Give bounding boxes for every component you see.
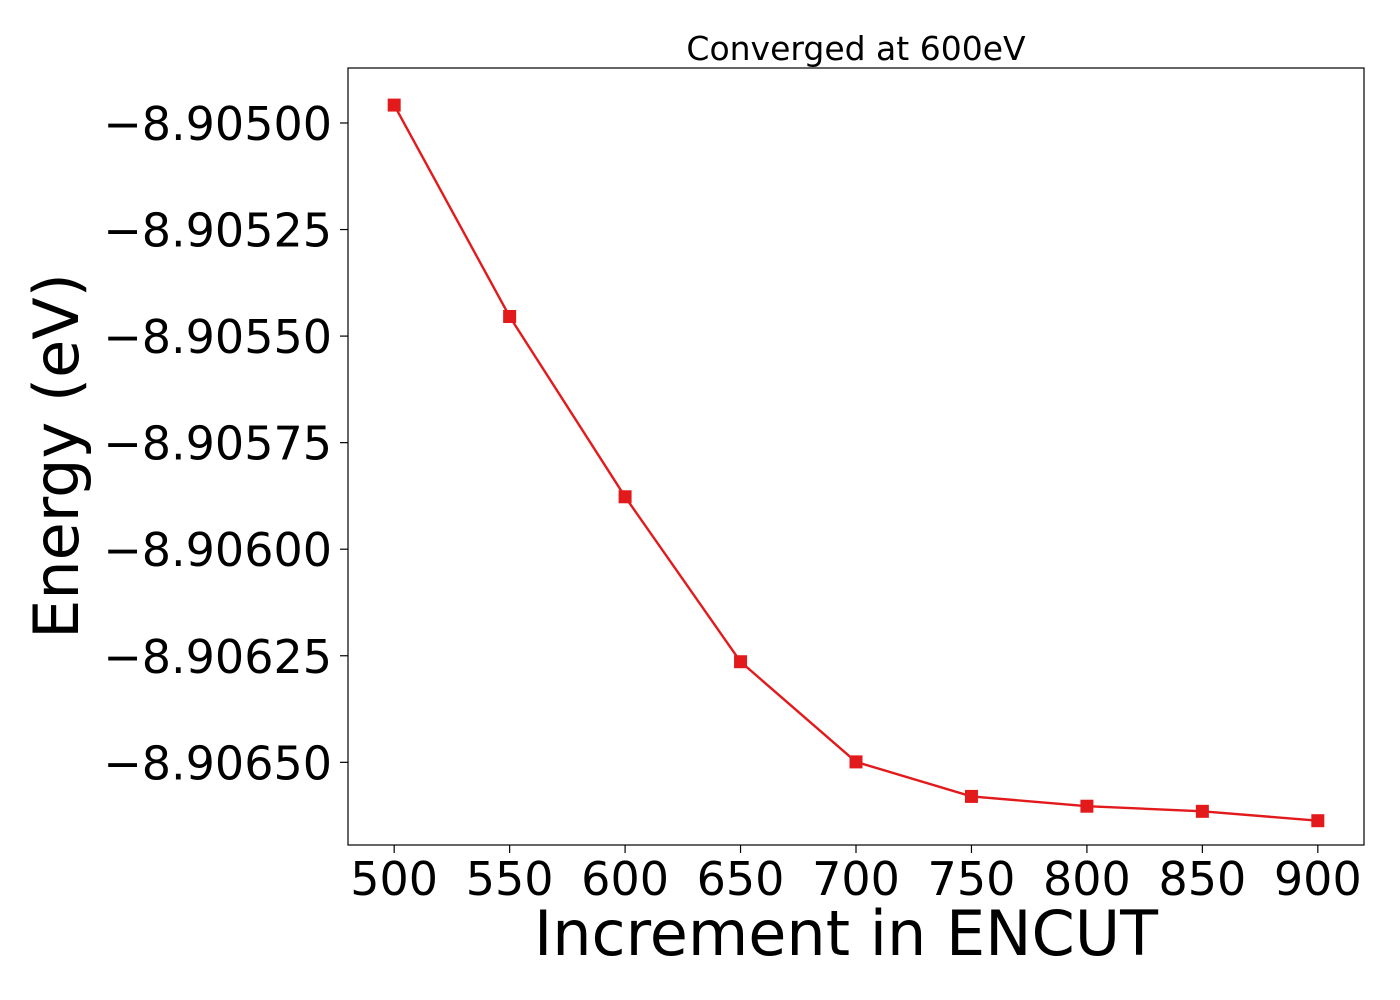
data-point-marker [618,490,632,504]
data-point-marker [387,98,401,112]
x-tick-label: 550 [466,852,554,906]
y-axis-label: Energy (eV) [20,273,93,639]
x-tick-label: 850 [1158,852,1246,906]
plot-background [348,68,1364,845]
series-marks [387,98,1325,828]
y-tick-label: −8.90600 [103,523,332,577]
x-axis-label: Increment in ENCUT [534,897,1159,970]
data-point-marker [1311,814,1325,828]
x-tick-label: 600 [581,852,669,906]
data-point-marker [1195,804,1209,818]
y-tick-label: −8.90525 [103,204,332,258]
data-point-marker [734,655,748,669]
y-tick-label: −8.90650 [103,736,332,790]
x-tick-label: 900 [1274,852,1362,906]
x-tick-label: 800 [1043,852,1131,906]
data-point-marker [503,309,517,323]
x-tick-label: 650 [697,852,785,906]
x-ticks: 500 550 600 650 700 750 800 850 900 [350,845,1362,906]
data-point-marker [1080,799,1094,813]
y-tick-label: −8.90550 [103,310,332,364]
x-tick-label: 750 [928,852,1016,906]
y-tick-label: −8.90625 [103,630,332,684]
x-tick-label: 500 [350,852,438,906]
x-tick-label: 700 [812,852,900,906]
y-ticks: −8.90500 −8.90525 −8.90550 −8.90575 −8.90600… [103,97,348,790]
data-point-marker [849,755,863,769]
y-tick-label: −8.90575 [103,417,332,471]
data-point-marker [964,789,978,803]
chart-title: Converged at 600eV [686,29,1026,68]
y-tick-label: −8.90500 [103,97,332,151]
plot-frame [347,67,1365,846]
